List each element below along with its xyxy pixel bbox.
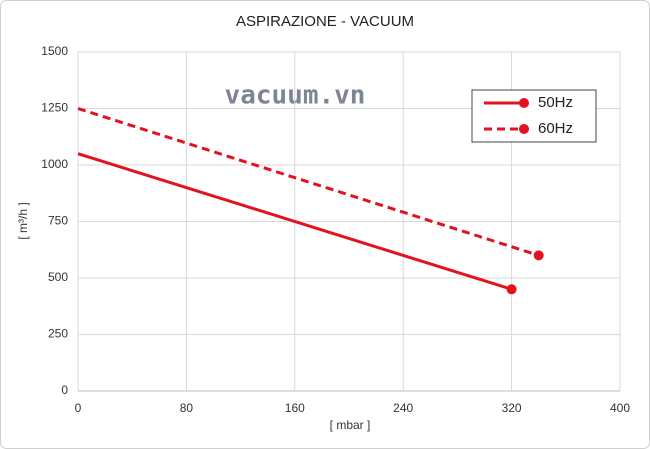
x-tick-label: 80 xyxy=(180,401,194,415)
end-marker xyxy=(533,250,544,261)
x-tick-label: 0 xyxy=(75,401,82,415)
y-axis-label: [ m³/h ] xyxy=(16,202,30,239)
x-tick-label: 320 xyxy=(502,401,522,415)
y-tick-label: 1250 xyxy=(41,101,68,115)
y-tick-label: 250 xyxy=(48,327,68,341)
x-tick-label: 240 xyxy=(393,401,413,415)
x-tick-label: 400 xyxy=(610,401,630,415)
chart-title: ASPIRAZIONE - VACUUM xyxy=(236,13,414,30)
legend-label: 50Hz xyxy=(538,94,573,111)
series-line xyxy=(77,152,513,291)
y-tick-label: 500 xyxy=(48,270,68,284)
y-tick-label: 0 xyxy=(61,383,68,397)
y-tick-label: 1000 xyxy=(41,157,68,171)
end-marker xyxy=(506,284,517,295)
x-tick-label: 160 xyxy=(285,401,305,415)
legend-marker xyxy=(519,98,529,108)
legend-label: 60Hz xyxy=(538,120,573,137)
legend-marker xyxy=(519,124,529,134)
y-tick-label: 1500 xyxy=(41,44,68,58)
y-tick-label: 750 xyxy=(48,214,68,228)
series-line xyxy=(77,107,540,257)
legend-box xyxy=(471,89,597,143)
x-axis-label: [ mbar ] xyxy=(330,418,371,432)
